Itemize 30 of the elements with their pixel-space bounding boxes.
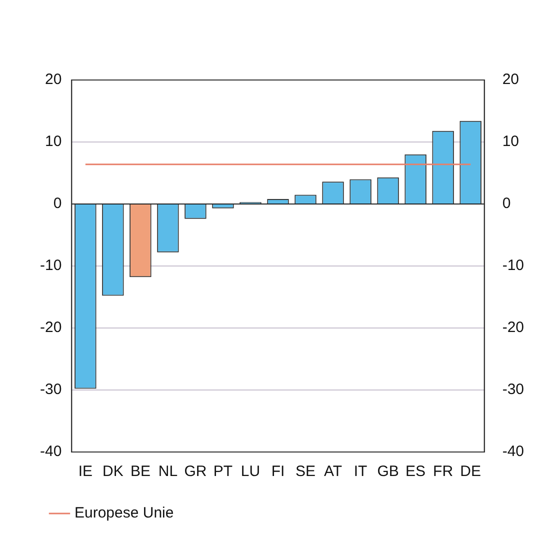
x-tick-label: IT (354, 463, 368, 480)
y2-tick-label: 10 (502, 133, 520, 150)
x-tick-label: PT (213, 463, 233, 480)
y-tick-label: -30 (40, 381, 62, 398)
y-tick-label: 20 (44, 71, 62, 88)
x-tick-label: GR (184, 463, 207, 480)
y-tick-label: -10 (40, 257, 62, 274)
y-tick-label: -20 (40, 319, 62, 336)
x-tick-label: LU (240, 463, 260, 480)
x-tick-label: AT (324, 463, 342, 480)
x-tick-label: BE (130, 463, 150, 480)
x-tick-label: IE (78, 463, 93, 480)
y-tick-label: 10 (44, 133, 62, 150)
y2-tick-label: -20 (502, 319, 524, 336)
x-tick-label: ES (406, 463, 426, 480)
y2-tick-label: -30 (502, 381, 524, 398)
x-tick-label: DE (460, 463, 481, 480)
y-tick-label: 0 (53, 195, 62, 212)
x-tick-label: NL (158, 463, 178, 480)
y2-tick-label: 0 (502, 195, 511, 212)
x-tick-label: SE (296, 463, 316, 480)
x-tick-label: FR (433, 463, 454, 480)
y2-tick-label: -10 (502, 257, 524, 274)
y2-tick-label: -40 (502, 443, 524, 460)
x-tick-label: FI (271, 463, 285, 480)
y2-tick-label: 20 (502, 71, 520, 88)
x-tick-label: DK (102, 463, 124, 480)
legend-label: Europese Unie (74, 504, 174, 522)
x-tick-label: GB (377, 463, 399, 480)
y-tick-label: -40 (40, 443, 62, 460)
